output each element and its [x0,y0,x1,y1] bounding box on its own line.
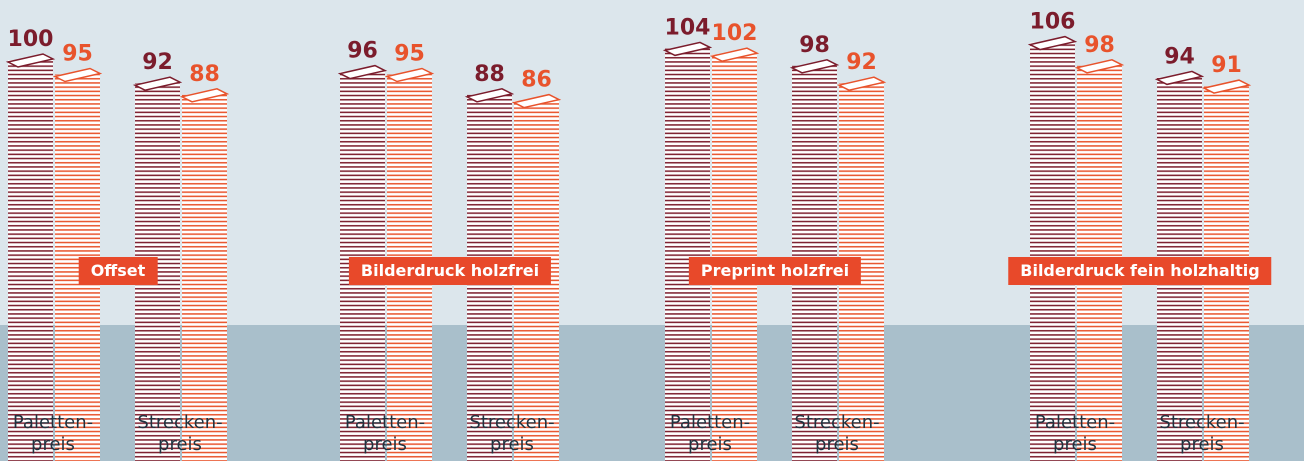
value-label: 100 [8,27,54,52]
stack [8,60,53,461]
category-label: Paletten- preis [650,412,770,456]
value-label: 106 [1030,10,1076,35]
value-label: 98 [1084,33,1115,58]
value-label: 88 [474,62,505,87]
category-label: Paletten- preis [325,412,445,456]
category-label: Strecken- preis [777,412,897,456]
group-title: Bilderdruck fein holzhaltig [1008,257,1271,285]
value-label: 91 [1211,53,1242,78]
value-label: 92 [846,50,877,75]
category-label: Strecken- preis [1142,412,1262,456]
group-title: Preprint holzfrei [689,257,861,285]
category-label: Strecken- preis [452,412,572,456]
value-label: 92 [142,50,173,75]
category-label: Paletten- preis [1015,412,1135,456]
group-title: Bilderdruck holzfrei [349,257,551,285]
value-label: 86 [521,68,552,93]
infographic: 100 95 92 88 96 95 88 86 104102 98 92 106 98 94 91 Pal… [0,0,1304,461]
category-label: Strecken- preis [120,412,240,456]
value-label: 96 [347,39,378,64]
stack [1030,43,1075,461]
value-label: 104 [665,15,711,40]
value-label: 95 [394,42,425,67]
value-label: 95 [62,42,93,67]
value-label: 98 [799,33,830,58]
value-label: 94 [1164,44,1195,69]
chart: 100 95 92 88 96 95 88 86 104102 98 92 106 98 94 91 [0,0,1304,461]
stack [665,48,710,461]
category-label: Paletten- preis [0,412,113,456]
stack [182,95,227,461]
group-title: Offset [79,257,158,285]
value-label: 102 [712,21,758,46]
value-label: 88 [189,62,220,87]
